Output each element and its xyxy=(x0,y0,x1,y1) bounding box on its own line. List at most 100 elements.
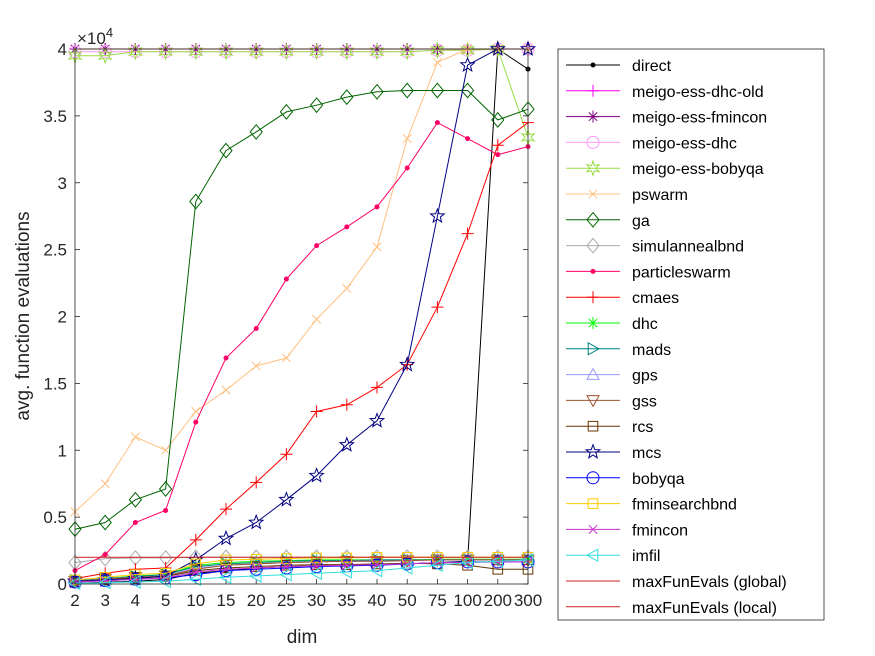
legend-label: direct xyxy=(632,58,672,75)
data-point xyxy=(281,553,292,564)
y-tick-label: 0.5 xyxy=(43,508,67,527)
data-point xyxy=(309,97,324,114)
legend-label: fminsearchbnd xyxy=(632,497,737,514)
data-point xyxy=(399,355,416,372)
data-point xyxy=(278,42,294,61)
data-point xyxy=(220,554,232,566)
series-line xyxy=(74,122,529,580)
data-point xyxy=(338,436,355,452)
legend-label: ga xyxy=(632,213,650,230)
series-line xyxy=(75,48,529,138)
data-point xyxy=(459,56,476,73)
legend-label: maxFunEvals (global) xyxy=(632,574,787,591)
legend-item: gps xyxy=(566,367,658,385)
legend-marker xyxy=(587,84,599,97)
legend-label: maxFunEvals (local) xyxy=(632,600,777,617)
legend-label: particleswarm xyxy=(632,264,731,281)
data-point xyxy=(430,82,445,99)
data-point xyxy=(250,476,263,489)
data-point xyxy=(128,491,143,508)
data-point xyxy=(279,561,293,575)
legend-label: simulannealbnd xyxy=(632,239,744,256)
legend-marker xyxy=(586,367,600,380)
x-tick-label: 20 xyxy=(247,591,266,610)
data-point xyxy=(128,575,141,589)
data-point xyxy=(217,529,235,546)
y-tick-label: 1.5 xyxy=(43,374,67,393)
legend-item: meigo-ess-dhc xyxy=(566,135,737,152)
legend-label: gss xyxy=(632,393,657,410)
legend-item: meigo-ess-fmincon xyxy=(566,110,767,127)
data-point xyxy=(132,519,138,525)
data-point xyxy=(402,134,412,144)
legend-item: rcs xyxy=(566,419,653,436)
x-tick-label: 100 xyxy=(453,591,481,610)
axes-layer: 2 3 4 5 10 15 20 25 30 35 40 50 75 100 200 300 0 0.5 1 1.5 2… xyxy=(43,40,542,610)
legend-item: ga xyxy=(566,211,650,230)
y-tick-label: 1 xyxy=(58,441,67,460)
x-tick-label: 3 xyxy=(100,591,109,610)
data-point xyxy=(312,314,322,324)
data-point xyxy=(311,552,322,564)
data-point xyxy=(310,560,324,574)
data-point xyxy=(429,207,446,224)
data-point xyxy=(161,445,171,455)
legend-item: particleswarm xyxy=(566,264,731,281)
data-point xyxy=(342,560,352,570)
legend-item: fmincon xyxy=(566,522,688,539)
x-tick-label: 75 xyxy=(428,591,447,610)
data-point xyxy=(371,381,383,394)
data-point xyxy=(127,42,143,61)
data-point xyxy=(341,552,353,564)
data-point xyxy=(431,301,444,314)
data-point xyxy=(189,533,202,546)
data-point xyxy=(432,57,442,67)
x-tick-label: 4 xyxy=(131,591,140,610)
y-tick-label: 3.5 xyxy=(43,107,67,126)
y-tick-label: 3 xyxy=(58,174,67,193)
data-point xyxy=(220,562,232,574)
data-point xyxy=(374,204,380,210)
data-point xyxy=(98,514,112,531)
data-point xyxy=(163,507,169,513)
data-point xyxy=(344,224,350,230)
legend-item: mcs xyxy=(566,443,661,462)
data-point xyxy=(249,562,263,576)
series-line xyxy=(74,559,528,582)
legend-marker xyxy=(586,135,600,149)
data-point xyxy=(399,42,415,61)
x-tick-label: 25 xyxy=(277,591,296,610)
legend-marker xyxy=(586,211,600,228)
legend-label: cmaes xyxy=(632,290,679,307)
data-point xyxy=(190,558,202,570)
legend-marker xyxy=(587,420,599,432)
data-point xyxy=(279,555,294,568)
series-line xyxy=(74,48,528,513)
legend-label: gps xyxy=(632,368,658,385)
data-point xyxy=(67,576,81,591)
data-point xyxy=(400,553,415,566)
data-point xyxy=(188,572,202,587)
data-point xyxy=(191,406,201,417)
legend-item: dhc xyxy=(566,316,658,333)
legend-marker xyxy=(588,189,598,199)
legend-label: mads xyxy=(632,342,671,359)
legend-label: meigo-ess-dhc-old xyxy=(632,84,764,101)
data-point xyxy=(489,40,506,56)
series-line xyxy=(74,559,529,584)
data-point xyxy=(278,491,295,507)
data-point xyxy=(460,82,475,99)
data-point xyxy=(342,283,352,293)
data-point xyxy=(339,42,355,61)
data-point xyxy=(189,559,202,572)
data-point xyxy=(310,405,323,418)
data-point xyxy=(129,569,142,582)
x-tick-label: 50 xyxy=(398,591,417,610)
data-point xyxy=(223,355,229,361)
y-axis-label: avg. function evaluations xyxy=(13,211,34,420)
data-point xyxy=(281,353,291,363)
legend-item: pswarm xyxy=(566,187,688,204)
x-tick-label: 200 xyxy=(484,591,512,610)
legend-item: simulannealbnd xyxy=(566,237,744,256)
legend-marker xyxy=(586,471,600,485)
